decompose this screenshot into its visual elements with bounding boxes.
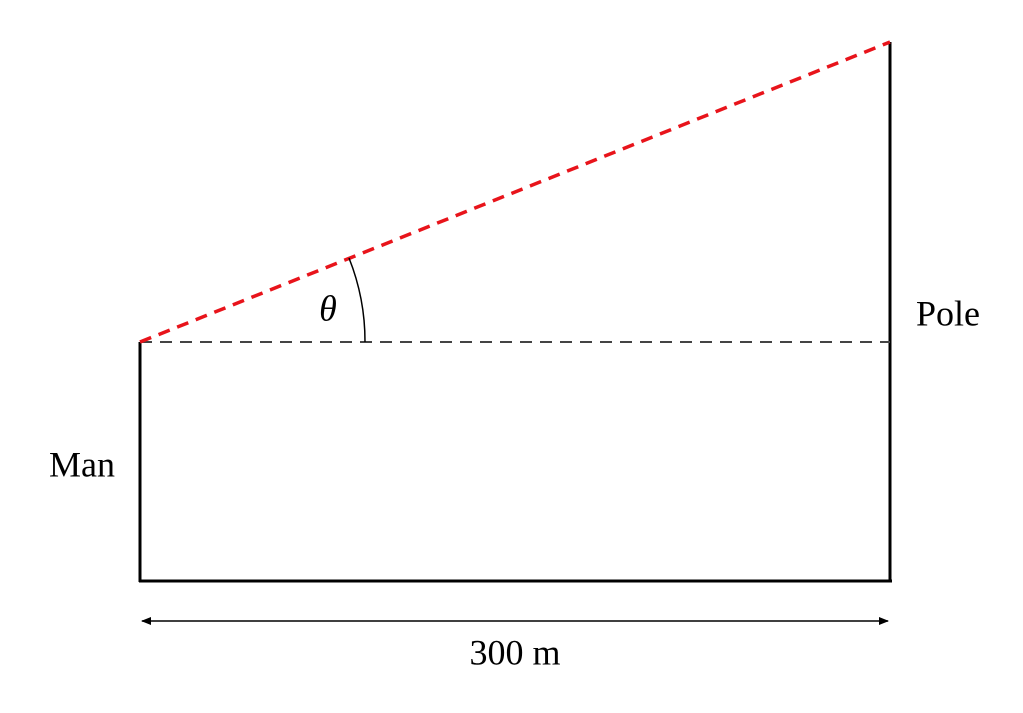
angle-arc <box>348 257 366 343</box>
man-label: Man <box>49 444 115 484</box>
pole-label: Pole <box>916 293 980 333</box>
distance-label: 300 m <box>469 632 560 672</box>
angle-label: θ <box>319 288 337 328</box>
line-of-sight <box>139 40 891 344</box>
